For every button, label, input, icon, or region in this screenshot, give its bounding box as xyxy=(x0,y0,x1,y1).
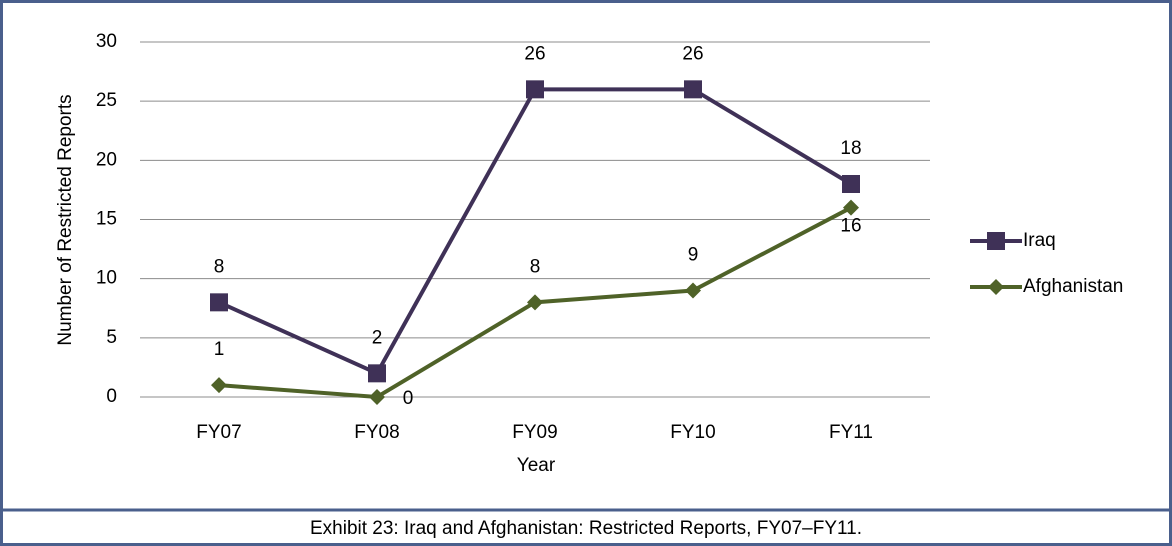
x-axis-label: Year xyxy=(517,455,556,476)
data-label: 8 xyxy=(214,256,225,277)
y-tick-label: 15 xyxy=(96,209,117,230)
marker xyxy=(526,80,544,99)
data-label: 9 xyxy=(688,245,699,266)
data-label: 0 xyxy=(403,388,414,409)
y-tick-label: 30 xyxy=(96,31,117,52)
y-tick-label: 20 xyxy=(96,149,117,170)
x-tick-label: FY08 xyxy=(354,422,399,443)
legend-marker xyxy=(987,232,1005,250)
legend-marker xyxy=(988,279,1004,295)
marker xyxy=(843,199,859,216)
y-tick-label: 25 xyxy=(96,90,117,111)
marker xyxy=(369,389,385,405)
data-label: 8 xyxy=(530,256,541,277)
marker xyxy=(211,377,227,394)
y-tick-label: 10 xyxy=(96,268,117,289)
data-label: 26 xyxy=(682,43,703,64)
y-axis-label: Number of Restricted Reports xyxy=(55,94,76,345)
caption: Exhibit 23: Iraq and Afghanistan: Restri… xyxy=(310,518,862,539)
marker xyxy=(527,294,543,311)
data-label: 26 xyxy=(524,43,545,64)
data-label: 18 xyxy=(840,138,861,159)
y-tick-label: 5 xyxy=(106,327,117,348)
y-tick-label: 0 xyxy=(106,386,117,407)
marker xyxy=(685,282,701,299)
data-label: 1 xyxy=(214,339,225,360)
data-label: 16 xyxy=(840,216,861,237)
marker xyxy=(684,80,702,99)
legend-label: Afghanistan xyxy=(1023,276,1123,297)
x-tick-label: FY07 xyxy=(196,422,241,443)
marker xyxy=(210,293,228,312)
series-line xyxy=(218,87,853,376)
x-tick-label: FY10 xyxy=(670,422,715,443)
marker xyxy=(842,175,860,193)
data-label: 2 xyxy=(372,327,383,348)
x-tick-label: FY11 xyxy=(829,422,873,443)
legend-label: Iraq xyxy=(1023,230,1056,251)
marker xyxy=(368,364,386,383)
x-tick-label: FY09 xyxy=(512,422,557,443)
